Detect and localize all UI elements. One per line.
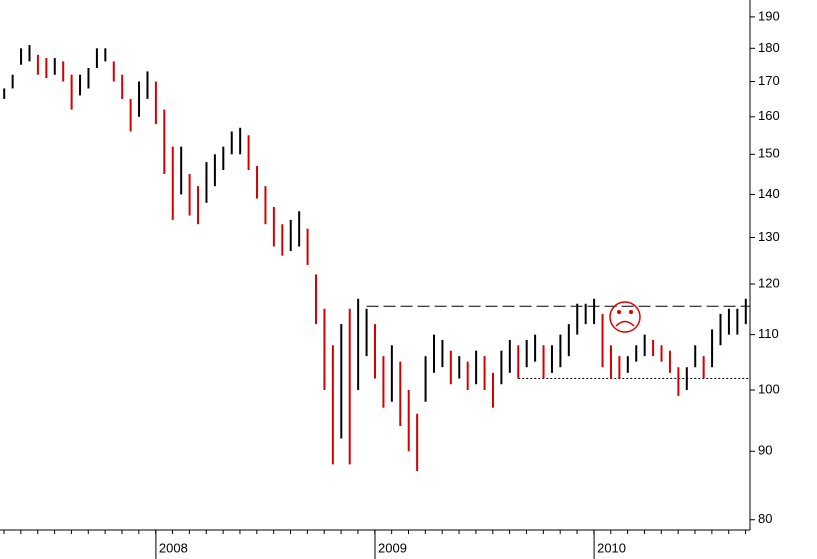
x-tick-label: 2010 xyxy=(597,540,626,555)
y-tick-label: 170 xyxy=(758,73,780,88)
face-outline xyxy=(609,301,641,333)
y-tick-label: 140 xyxy=(758,186,780,201)
y-tick-label: 120 xyxy=(758,275,780,290)
y-tick-label: 80 xyxy=(758,511,772,526)
y-tick-label: 100 xyxy=(758,381,780,396)
y-tick-label: 180 xyxy=(758,40,780,55)
face-eye xyxy=(628,309,634,315)
y-tick-label: 150 xyxy=(758,146,780,161)
y-tick-label: 130 xyxy=(758,229,780,244)
y-tick-label: 160 xyxy=(758,108,780,123)
y-tick-label: 190 xyxy=(758,8,780,23)
y-tick-label: 110 xyxy=(758,326,779,341)
frown-annotation xyxy=(609,301,641,333)
x-tick-label: 2008 xyxy=(159,540,188,555)
x-tick-label: 2009 xyxy=(378,540,407,555)
face-eye xyxy=(616,309,622,315)
face-mouth xyxy=(615,320,635,327)
y-tick-label: 90 xyxy=(758,443,772,458)
